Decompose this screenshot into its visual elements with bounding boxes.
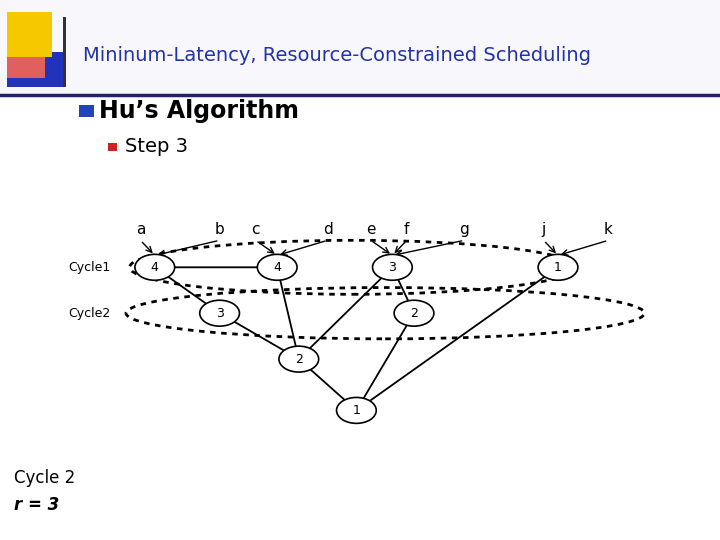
Bar bbox=[7, 42, 45, 78]
Text: Step 3: Step 3 bbox=[125, 137, 187, 157]
Text: d: d bbox=[323, 222, 333, 237]
Text: 3: 3 bbox=[216, 307, 223, 320]
Ellipse shape bbox=[538, 254, 578, 280]
Ellipse shape bbox=[394, 300, 434, 326]
Text: 3: 3 bbox=[389, 261, 396, 274]
Text: Mininum-Latency, Resource-Constrained Scheduling: Mininum-Latency, Resource-Constrained Sc… bbox=[83, 45, 591, 65]
Text: Hu’s Algorithm: Hu’s Algorithm bbox=[99, 99, 299, 123]
Text: c: c bbox=[251, 222, 260, 237]
Ellipse shape bbox=[257, 254, 297, 280]
Text: 1: 1 bbox=[353, 404, 360, 417]
Bar bbox=[7, 12, 52, 57]
Ellipse shape bbox=[336, 397, 377, 423]
Text: Cycle1: Cycle1 bbox=[68, 261, 111, 274]
Bar bbox=[108, 143, 117, 151]
Text: k: k bbox=[604, 222, 613, 237]
Text: 2: 2 bbox=[295, 353, 302, 366]
Ellipse shape bbox=[279, 346, 319, 372]
Text: 4: 4 bbox=[274, 261, 281, 274]
Text: a: a bbox=[135, 222, 145, 237]
Text: e: e bbox=[366, 222, 376, 237]
Bar bbox=[7, 52, 65, 87]
FancyBboxPatch shape bbox=[0, 0, 720, 94]
Text: g: g bbox=[459, 222, 469, 237]
Ellipse shape bbox=[135, 254, 175, 280]
Text: r = 3: r = 3 bbox=[14, 496, 60, 514]
Text: Cycle 2: Cycle 2 bbox=[14, 469, 76, 487]
Text: b: b bbox=[215, 222, 225, 237]
Text: 2: 2 bbox=[410, 307, 418, 320]
Bar bbox=[63, 17, 66, 87]
Text: f: f bbox=[404, 222, 410, 237]
Text: 4: 4 bbox=[151, 261, 158, 274]
Text: 1: 1 bbox=[554, 261, 562, 274]
Text: Cycle2: Cycle2 bbox=[68, 307, 111, 320]
Ellipse shape bbox=[199, 300, 240, 326]
Bar bbox=[79, 105, 94, 117]
Text: j: j bbox=[541, 222, 546, 237]
Ellipse shape bbox=[372, 254, 413, 280]
